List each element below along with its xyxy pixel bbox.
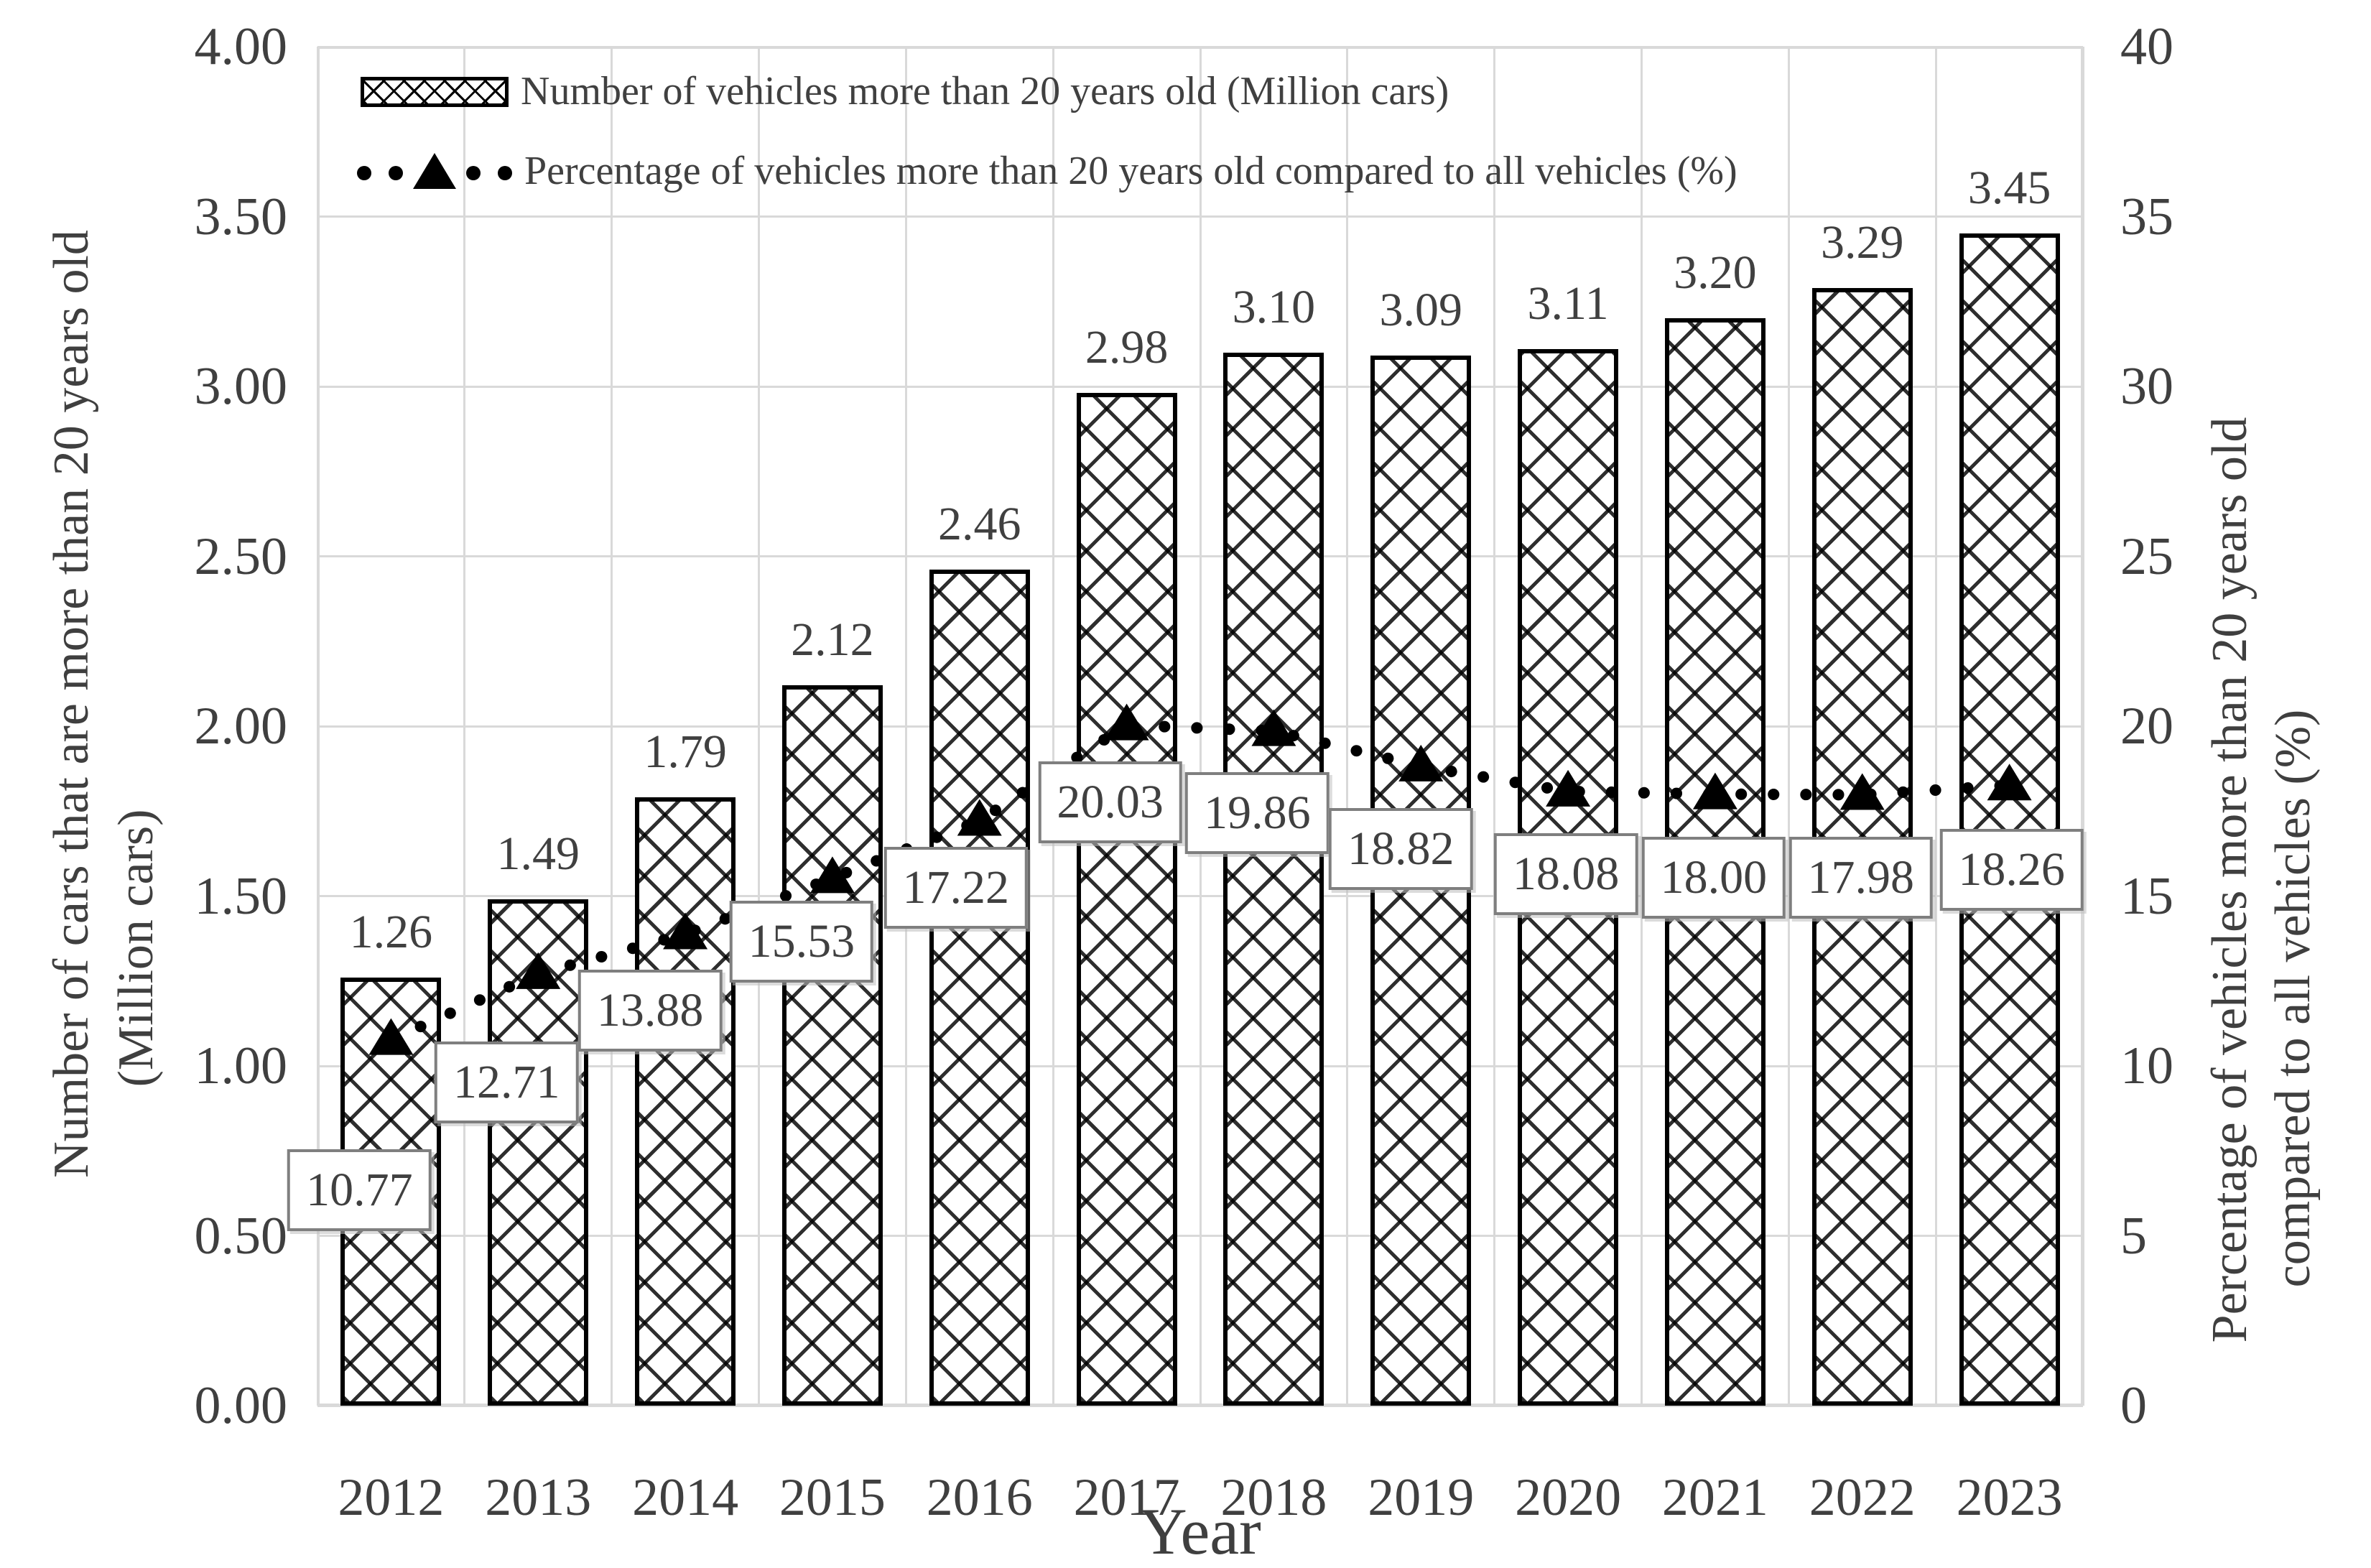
left-axis-tick-label: 3.00	[194, 357, 288, 416]
bar	[929, 570, 1030, 1406]
vertical-gridline	[2082, 47, 2084, 1406]
bar-value-label: 1.26	[349, 906, 433, 959]
right-axis-tick-label: 0	[2120, 1376, 2147, 1435]
percentage-value-label-box: 17.98	[1788, 836, 1933, 919]
bar-value-label: 3.09	[1379, 284, 1463, 337]
percentage-value-label-box: 18.08	[1493, 832, 1638, 915]
left-axis-title-line2: (Million cars)	[108, 809, 164, 1087]
percentage-value-label-box: 15.53	[729, 901, 874, 983]
percentage-value-label-box: 10.77	[287, 1149, 432, 1231]
right-axis-tick-label: 30	[2120, 357, 2173, 416]
x-axis-tick-label: 2013	[485, 1468, 592, 1527]
bar	[1959, 233, 2060, 1406]
bar	[1223, 352, 1324, 1406]
x-axis-tick-label: 2020	[1515, 1468, 1622, 1527]
percentage-value-label-box: 17.22	[883, 847, 1028, 929]
x-axis-tick-label: 2015	[779, 1468, 886, 1527]
horizontal-gridline	[317, 1404, 2083, 1407]
bar-value-label: 1.79	[644, 725, 727, 779]
x-axis-tick-label: 2023	[1956, 1468, 2063, 1527]
x-axis-title: Year	[1139, 1495, 1261, 1568]
left-axis-tick-label: 2.00	[194, 697, 288, 756]
x-axis-tick-label: 2012	[338, 1468, 445, 1527]
horizontal-gridline	[317, 45, 2083, 48]
percentage-value-label-box: 20.03	[1038, 761, 1182, 843]
right-axis-tick-label: 5	[2120, 1206, 2147, 1266]
bar-value-label: 2.46	[938, 498, 1021, 551]
horizontal-gridline	[317, 215, 2083, 218]
left-axis-title-line1: Number of cars that are more than 20 yea…	[44, 230, 99, 1178]
right-axis-title-line1: Percentage of vehicles more than 20 year…	[2202, 417, 2258, 1343]
right-axis-tick-label: 40	[2120, 17, 2173, 76]
horizontal-gridline	[317, 555, 2083, 557]
x-axis-tick-label: 2017	[1073, 1468, 1180, 1527]
percentage-value-label-box: 18.26	[1939, 829, 2084, 911]
right-axis-tick-label: 10	[2120, 1036, 2173, 1095]
left-axis-tick-label: 1.50	[194, 866, 288, 926]
right-axis-tick-label: 15	[2120, 866, 2173, 926]
bar-value-label: 3.10	[1232, 280, 1316, 333]
legend-bar-swatch-icon	[361, 77, 509, 107]
bar-value-label: 3.11	[1527, 277, 1609, 330]
right-axis-tick-label: 35	[2120, 187, 2173, 246]
legend-line-swatch-icon	[357, 153, 512, 189]
horizontal-gridline	[317, 1235, 2083, 1237]
x-axis-tick-label: 2022	[1809, 1468, 1916, 1527]
percentage-value-label-box: 12.71	[435, 1041, 579, 1123]
legend-item-bars-label: Number of vehicles more than 20 years ol…	[521, 69, 1449, 113]
bar-value-label: 2.98	[1085, 321, 1169, 374]
bar-value-label: 3.20	[1674, 246, 1757, 300]
left-axis-tick-label: 4.00	[194, 17, 288, 76]
x-axis-tick-label: 2019	[1368, 1468, 1475, 1527]
bar-value-label: 1.49	[496, 827, 580, 881]
right-axis-title-line2: compared to all vehicles (%)	[2265, 709, 2321, 1288]
legend-item-line-label: Percentage of vehicles more than 20 year…	[524, 149, 1737, 193]
bar	[488, 899, 589, 1406]
x-axis-tick-label: 2021	[1661, 1468, 1768, 1527]
left-axis-tick-label: 0.00	[194, 1376, 288, 1435]
bar	[1076, 393, 1177, 1406]
bar-value-label: 3.45	[1967, 162, 2051, 215]
bar-value-label: 3.29	[1821, 215, 1904, 269]
horizontal-gridline	[317, 1064, 2083, 1067]
percentage-value-label-box: 18.00	[1641, 836, 1786, 919]
right-axis-tick-label: 25	[2120, 526, 2173, 586]
percentage-value-label-box: 19.86	[1185, 771, 1330, 854]
x-axis-tick-label: 2014	[632, 1468, 739, 1527]
left-axis-tick-label: 0.50	[194, 1206, 288, 1266]
percentage-value-label-box: 18.82	[1329, 807, 1473, 890]
percentage-value-label-box: 13.88	[577, 970, 723, 1052]
x-axis-tick-label: 2018	[1220, 1468, 1327, 1527]
bar	[781, 685, 883, 1406]
bar	[635, 797, 736, 1406]
x-axis-tick-label: 2016	[926, 1468, 1033, 1527]
horizontal-gridline	[317, 385, 2083, 388]
left-axis-tick-label: 2.50	[194, 526, 288, 586]
left-axis-tick-label: 1.00	[194, 1036, 288, 1095]
left-axis-tick-label: 3.50	[194, 187, 288, 246]
bar-value-label: 2.12	[791, 613, 874, 667]
right-axis-tick-label: 20	[2120, 697, 2173, 756]
